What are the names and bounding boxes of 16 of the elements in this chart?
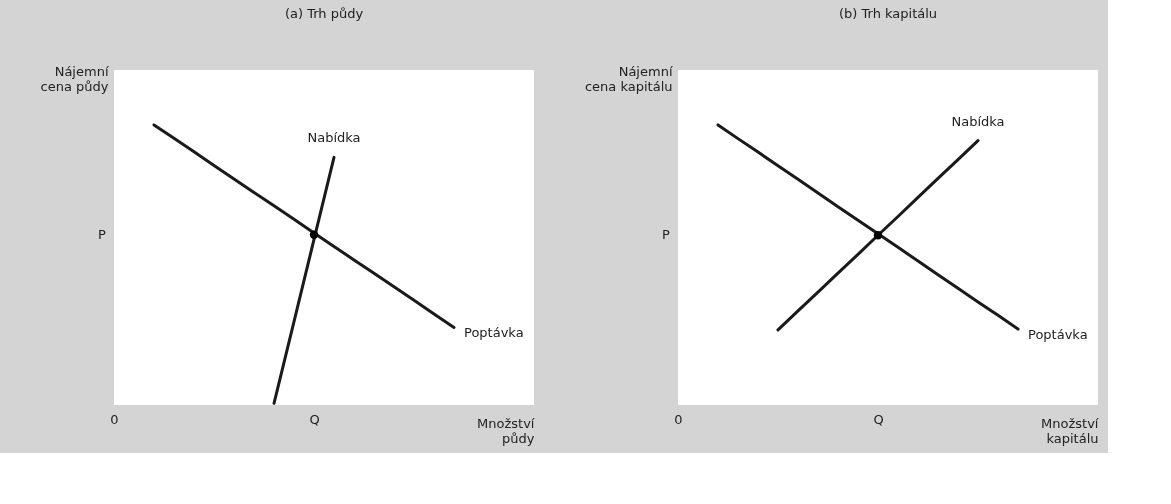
x-axis-title: Množství půdy [477, 415, 535, 446]
x-tick-label: 0 [110, 411, 119, 427]
text: P [662, 227, 671, 243]
chart-title: (a) Trh půdy [284, 6, 364, 21]
x-axis-title: Množství kapitálu [1041, 415, 1099, 446]
text: P [98, 226, 107, 242]
y-axis-title: Nájemní cena půdy [40, 63, 109, 94]
series-label: Nabídka [307, 130, 361, 146]
series-label: Nabídka [951, 113, 1005, 129]
chart-title: (b) Trh kapitálu [838, 6, 938, 21]
x-tick-label: Q [873, 411, 884, 427]
x-tick-label: Q [309, 411, 320, 427]
series-label: Poptávka [1028, 327, 1088, 343]
y-axis-title: Nájemní cena kapitálu [584, 63, 673, 94]
x-tick-label: 0 [674, 411, 683, 427]
series-label: Poptávka [464, 325, 524, 341]
